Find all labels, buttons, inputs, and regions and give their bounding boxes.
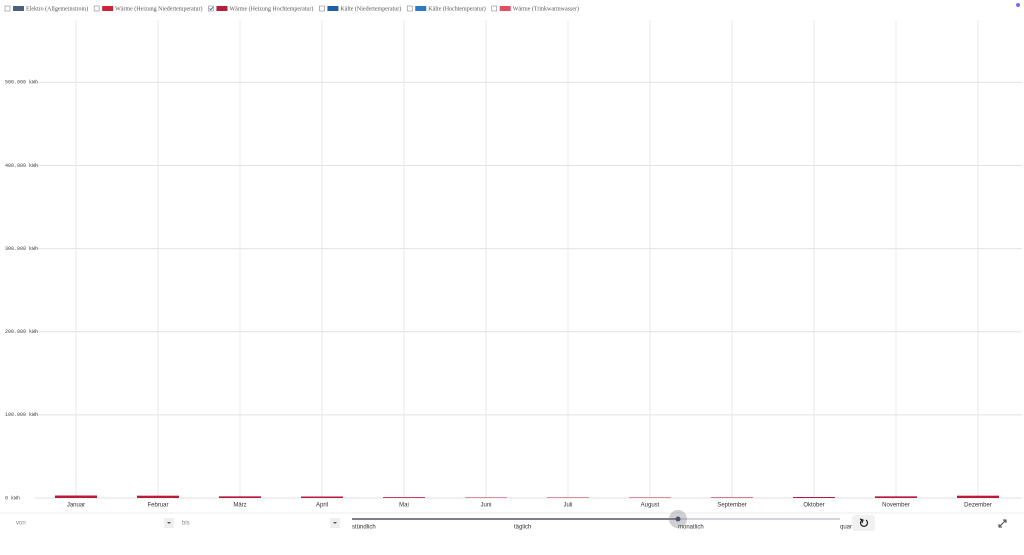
slider-label[interactable]: monatlich xyxy=(678,525,704,531)
legend-swatch xyxy=(415,6,427,11)
legend-checkbox[interactable] xyxy=(4,5,11,12)
y-tick-label: 100.000 kWh xyxy=(5,412,38,418)
slider-label[interactable]: stündlich xyxy=(352,525,376,531)
arrow xyxy=(333,522,337,524)
legend-checkbox[interactable] xyxy=(406,5,413,12)
legend-swatch xyxy=(13,6,24,11)
arrow xyxy=(167,522,171,524)
x-tick-label: März xyxy=(233,503,246,509)
legend-checkbox[interactable] xyxy=(491,5,498,12)
legend-checkbox[interactable] xyxy=(319,5,325,12)
x-tick-label: Juni xyxy=(480,503,491,509)
x-tick-label: Juli xyxy=(563,503,572,509)
x-tick-label: September xyxy=(717,503,746,509)
bar xyxy=(219,496,261,498)
legend-swatch xyxy=(216,6,228,11)
legend-checkbox[interactable] xyxy=(93,5,100,12)
bar xyxy=(957,495,999,498)
x-tick-label: Februar xyxy=(147,503,168,509)
legend-label[interactable]: Kälte (Niedertemperatur) xyxy=(340,5,401,12)
slider-label[interactable]: quar xyxy=(840,525,852,531)
slider-knob[interactable] xyxy=(675,516,681,522)
x-tick-label: April xyxy=(316,503,328,509)
legend-checkbox[interactable] xyxy=(208,5,214,12)
x-tick-label: Oktober xyxy=(803,503,824,509)
collapse-icon[interactable] xyxy=(998,519,1007,528)
bar xyxy=(793,497,835,498)
from-input[interactable]: von xyxy=(16,521,26,527)
y-tick-label: 400.000 kWh xyxy=(5,163,38,169)
bar xyxy=(301,496,343,498)
y-tick-label: 500.000 kWh xyxy=(5,80,38,86)
bar xyxy=(875,496,917,498)
legend-label[interactable]: Wärme (Heizung Niedertemperatur) xyxy=(115,5,202,12)
legend-label[interactable]: Wärme (Heizung Hochtemperatur) xyxy=(229,5,313,12)
bar xyxy=(711,497,753,498)
y-tick-label: 0 kWh xyxy=(5,495,20,501)
bar xyxy=(55,495,97,498)
legend-swatch xyxy=(499,6,511,11)
x-tick-label: November xyxy=(882,503,910,509)
x-tick-label: Januar xyxy=(67,503,85,509)
y-tick-label: 300.000 kWh xyxy=(5,246,38,252)
reset-button[interactable] xyxy=(852,515,875,531)
bar xyxy=(383,497,425,498)
legend-label[interactable]: Kälte (Hochtemperatur) xyxy=(428,5,485,12)
status-dot xyxy=(1016,3,1020,7)
x-tick-label: Dezember xyxy=(964,503,992,509)
legend-label[interactable]: Wärme (Trinkwarmwasser) xyxy=(513,5,579,12)
y-tick-label: 200.000 kWh xyxy=(5,329,38,335)
legend-swatch xyxy=(102,6,114,11)
bar xyxy=(137,495,179,498)
slider-label[interactable]: täglich xyxy=(514,525,531,531)
legend-swatch xyxy=(327,6,339,11)
legend-label[interactable]: Elektro (Allgemeinstrom) xyxy=(26,5,88,12)
checkmark xyxy=(209,6,214,11)
x-tick-label: August xyxy=(641,503,660,509)
to-input[interactable]: bis xyxy=(182,521,190,527)
reset-icon xyxy=(859,518,869,527)
x-tick-label: Mai xyxy=(399,503,409,509)
